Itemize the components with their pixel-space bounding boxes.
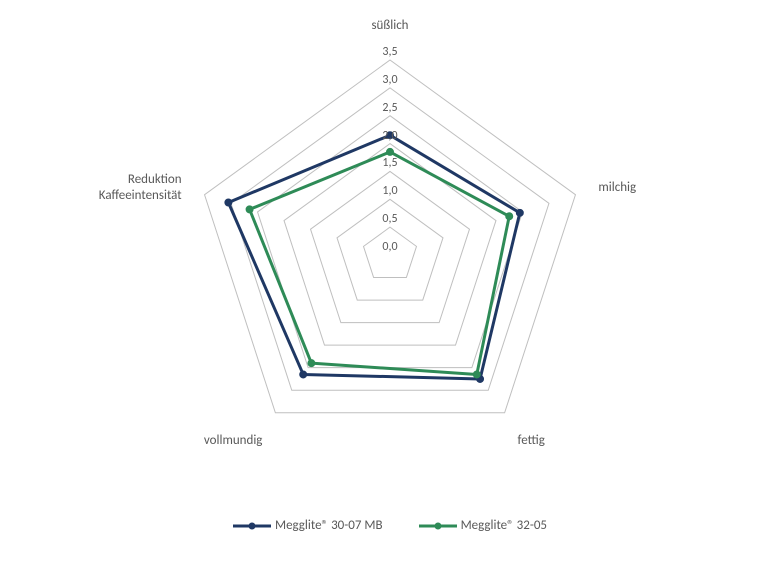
grid-ring [337,199,443,300]
legend-label: Megglite® 32-05 [461,518,547,533]
radar-svg [0,0,780,561]
series-marker [246,206,253,213]
legend-label: Megglite® 30-07 MB [275,518,383,533]
series-marker [300,371,307,378]
radar-chart: Megglite® 30-07 MBMegglite® 32-05 0,00,5… [0,0,780,561]
series-marker [387,132,394,139]
series-marker [225,199,232,206]
series-marker [387,148,394,155]
legend-swatch [419,520,457,532]
legend: Megglite® 30-07 MB Megglite® 32-05 [0,518,780,533]
legend-item: Megglite® 32-05 [419,518,547,533]
legend-item: Megglite® 30-07 MB [233,518,383,533]
legend-swatch [233,520,271,532]
series-marker [516,209,523,216]
series-marker [473,371,480,378]
grid-ring [364,227,417,277]
series-marker [308,360,315,367]
series-marker [506,213,513,220]
